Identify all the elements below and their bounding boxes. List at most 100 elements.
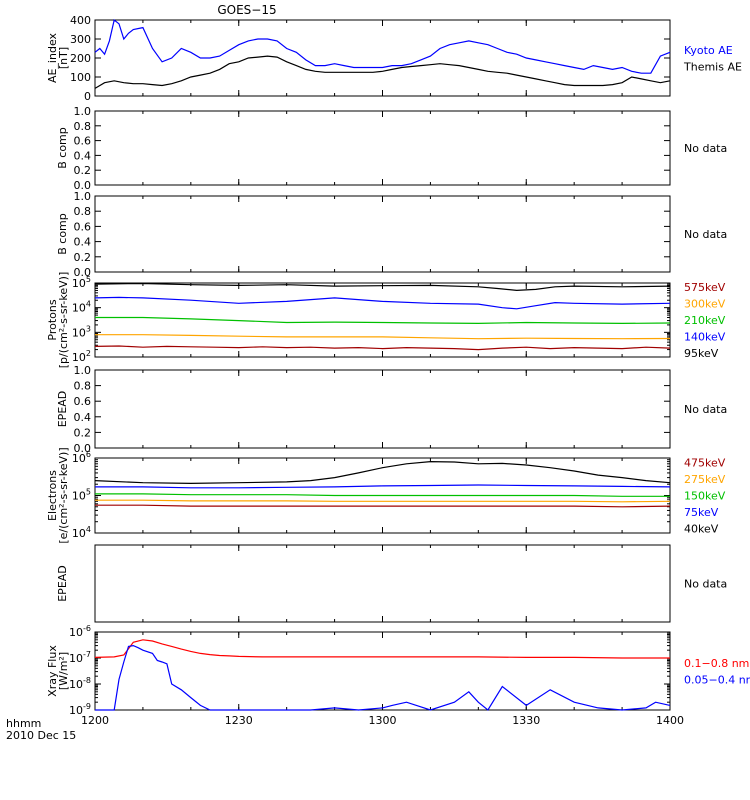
legend-entry: 300keV	[684, 298, 726, 311]
y-tick-label: 100	[70, 71, 91, 84]
y-tick-label: 0.8	[74, 380, 92, 393]
y-axis-label: Electrons	[46, 470, 59, 521]
y-tick-label: 0.6	[74, 395, 92, 408]
legend-entry: Kyoto AE	[684, 44, 733, 57]
panel-frame	[94, 369, 671, 449]
series-line	[95, 316, 671, 325]
series-line	[95, 493, 670, 497]
y-axis-label: AE_index	[46, 32, 59, 83]
panel-frame	[94, 110, 671, 186]
series-line	[95, 644, 671, 711]
y-tick-label: 105	[72, 488, 91, 503]
y-tick-label: 1.0	[74, 105, 92, 118]
y-tick-label: 0.4	[74, 236, 92, 249]
legend-entry: Themis AE	[683, 60, 742, 73]
y-axis-label: B comp	[56, 127, 69, 169]
y-axis-label: B comp	[56, 213, 69, 255]
series-line	[95, 334, 671, 340]
legend-entry: 575keV	[684, 281, 726, 294]
legend-entry: 210keV	[684, 314, 726, 327]
panels-group: 0 100 200 300 400 AE_index[nT] Kyoto AE Themis …	[46, 14, 750, 717]
y-tick-label: 10-7	[69, 650, 91, 665]
date-label: 2010 Dec 15	[6, 729, 76, 742]
y-axis-label: EPEAD	[56, 391, 69, 428]
time-axis-label: hhmm	[6, 717, 41, 730]
y-tick-label: 10-8	[69, 676, 91, 691]
series-line	[95, 504, 671, 508]
y-tick-label: 0.0	[74, 442, 92, 455]
y-axis-label: EPEAD	[56, 565, 69, 602]
series-line	[94, 282, 671, 292]
y-tick-label: 0.4	[74, 411, 92, 424]
panel-7: EPEAD No data	[56, 544, 727, 623]
y-tick-label: 400	[70, 14, 91, 27]
figure-title: GOES−15	[217, 3, 276, 17]
y-tick-label: 105	[72, 275, 91, 290]
x-tick-label: 1200	[81, 714, 109, 727]
panel-3: 0.0 0.2 0.4 0.6 0.8 1.0 B comp No data	[56, 190, 727, 279]
panel-frame	[94, 544, 671, 623]
legend-entry: 75keV	[684, 506, 719, 519]
y-tick-label: 0	[84, 90, 91, 103]
y-axis-label: Protons	[46, 299, 59, 340]
y-tick-label: 103	[72, 324, 91, 339]
y-tick-label: 104	[72, 525, 91, 540]
x-tick-label: 1300	[369, 714, 397, 727]
legend-entry: No data	[684, 403, 727, 416]
y-axis-label: [W/m²]	[57, 652, 70, 690]
y-axis-label: [nT]	[57, 47, 70, 69]
panel-8: 10-9 10-8 10-7 10-6 Xray Flux[W/m²] 0.1−0.8 n…	[46, 624, 750, 717]
panel-1: 0 100 200 300 400 AE_index[nT] Kyoto AE Themis …	[46, 14, 742, 103]
x-axis: 1200 1230 1300 1330 1400	[81, 714, 684, 727]
y-tick-label: 0.0	[74, 179, 92, 192]
panel-frame	[94, 631, 671, 711]
y-tick-label: 102	[72, 349, 91, 364]
series-line	[95, 499, 671, 503]
y-tick-label: 0.2	[74, 164, 92, 177]
y-tick-label: 10-9	[69, 702, 91, 717]
y-axis-label: Xray Flux	[46, 645, 59, 697]
y-tick-label: 0.2	[74, 426, 92, 439]
y-tick-label: 0.6	[74, 220, 92, 233]
panel-4: 102 103 104 105 Protons[p/(cm²-s-sr-keV)] 575…	[46, 272, 726, 369]
series-line	[94, 460, 671, 485]
series-line	[94, 55, 671, 89]
y-tick-label: 0.6	[74, 135, 92, 148]
legend-entry: 475keV	[684, 457, 726, 470]
y-tick-label: 0.4	[74, 149, 92, 162]
y-tick-label: 0.8	[74, 120, 92, 133]
y-axis-label: [e/(cm²-s-sr-keV)]	[57, 447, 70, 543]
legend-entry: 95keV	[684, 347, 719, 360]
y-tick-label: 106	[72, 450, 91, 465]
y-tick-label: 0.8	[74, 205, 92, 218]
y-tick-label: 104	[72, 300, 91, 315]
x-tick-label: 1230	[225, 714, 253, 727]
panel-frame	[94, 19, 671, 97]
panel-5: 0.0 0.2 0.4 0.6 0.8 1.0 EPEAD No data	[56, 364, 727, 455]
panel-6: 104 105 106 Electrons[e/(cm²-s-sr-keV)] 475k…	[46, 447, 726, 543]
legend-entry: 40keV	[684, 523, 719, 536]
y-tick-label: 200	[70, 52, 91, 65]
legend-entry: No data	[684, 142, 727, 155]
legend-entry: 150keV	[684, 490, 726, 503]
y-tick-label: 0.2	[74, 251, 92, 264]
x-tick-label: 1330	[512, 714, 540, 727]
panel-frame	[94, 282, 671, 358]
series-line	[94, 345, 671, 351]
x-tick-label: 1400	[656, 714, 684, 727]
y-tick-label: 1.0	[74, 364, 92, 377]
legend-entry: 0.05−0.4 nm	[684, 673, 750, 686]
y-tick-label: 0.0	[74, 266, 92, 279]
legend-entry: 0.1−0.8 nm	[684, 657, 749, 670]
series-line	[94, 18, 671, 74]
panel-2: 0.0 0.2 0.40.6 0.8 1.0 B comp No data	[56, 105, 727, 192]
series-line	[94, 296, 671, 310]
legend-entry: 140keV	[684, 331, 726, 344]
legend-entry: 275keV	[684, 473, 726, 486]
legend-entry: No data	[684, 578, 727, 591]
y-tick-label: 300	[70, 33, 91, 46]
series-line	[94, 639, 670, 659]
y-tick-label: 10-6	[69, 624, 91, 639]
y-axis-label: [p/(cm²-s-sr-keV)]	[57, 272, 70, 369]
